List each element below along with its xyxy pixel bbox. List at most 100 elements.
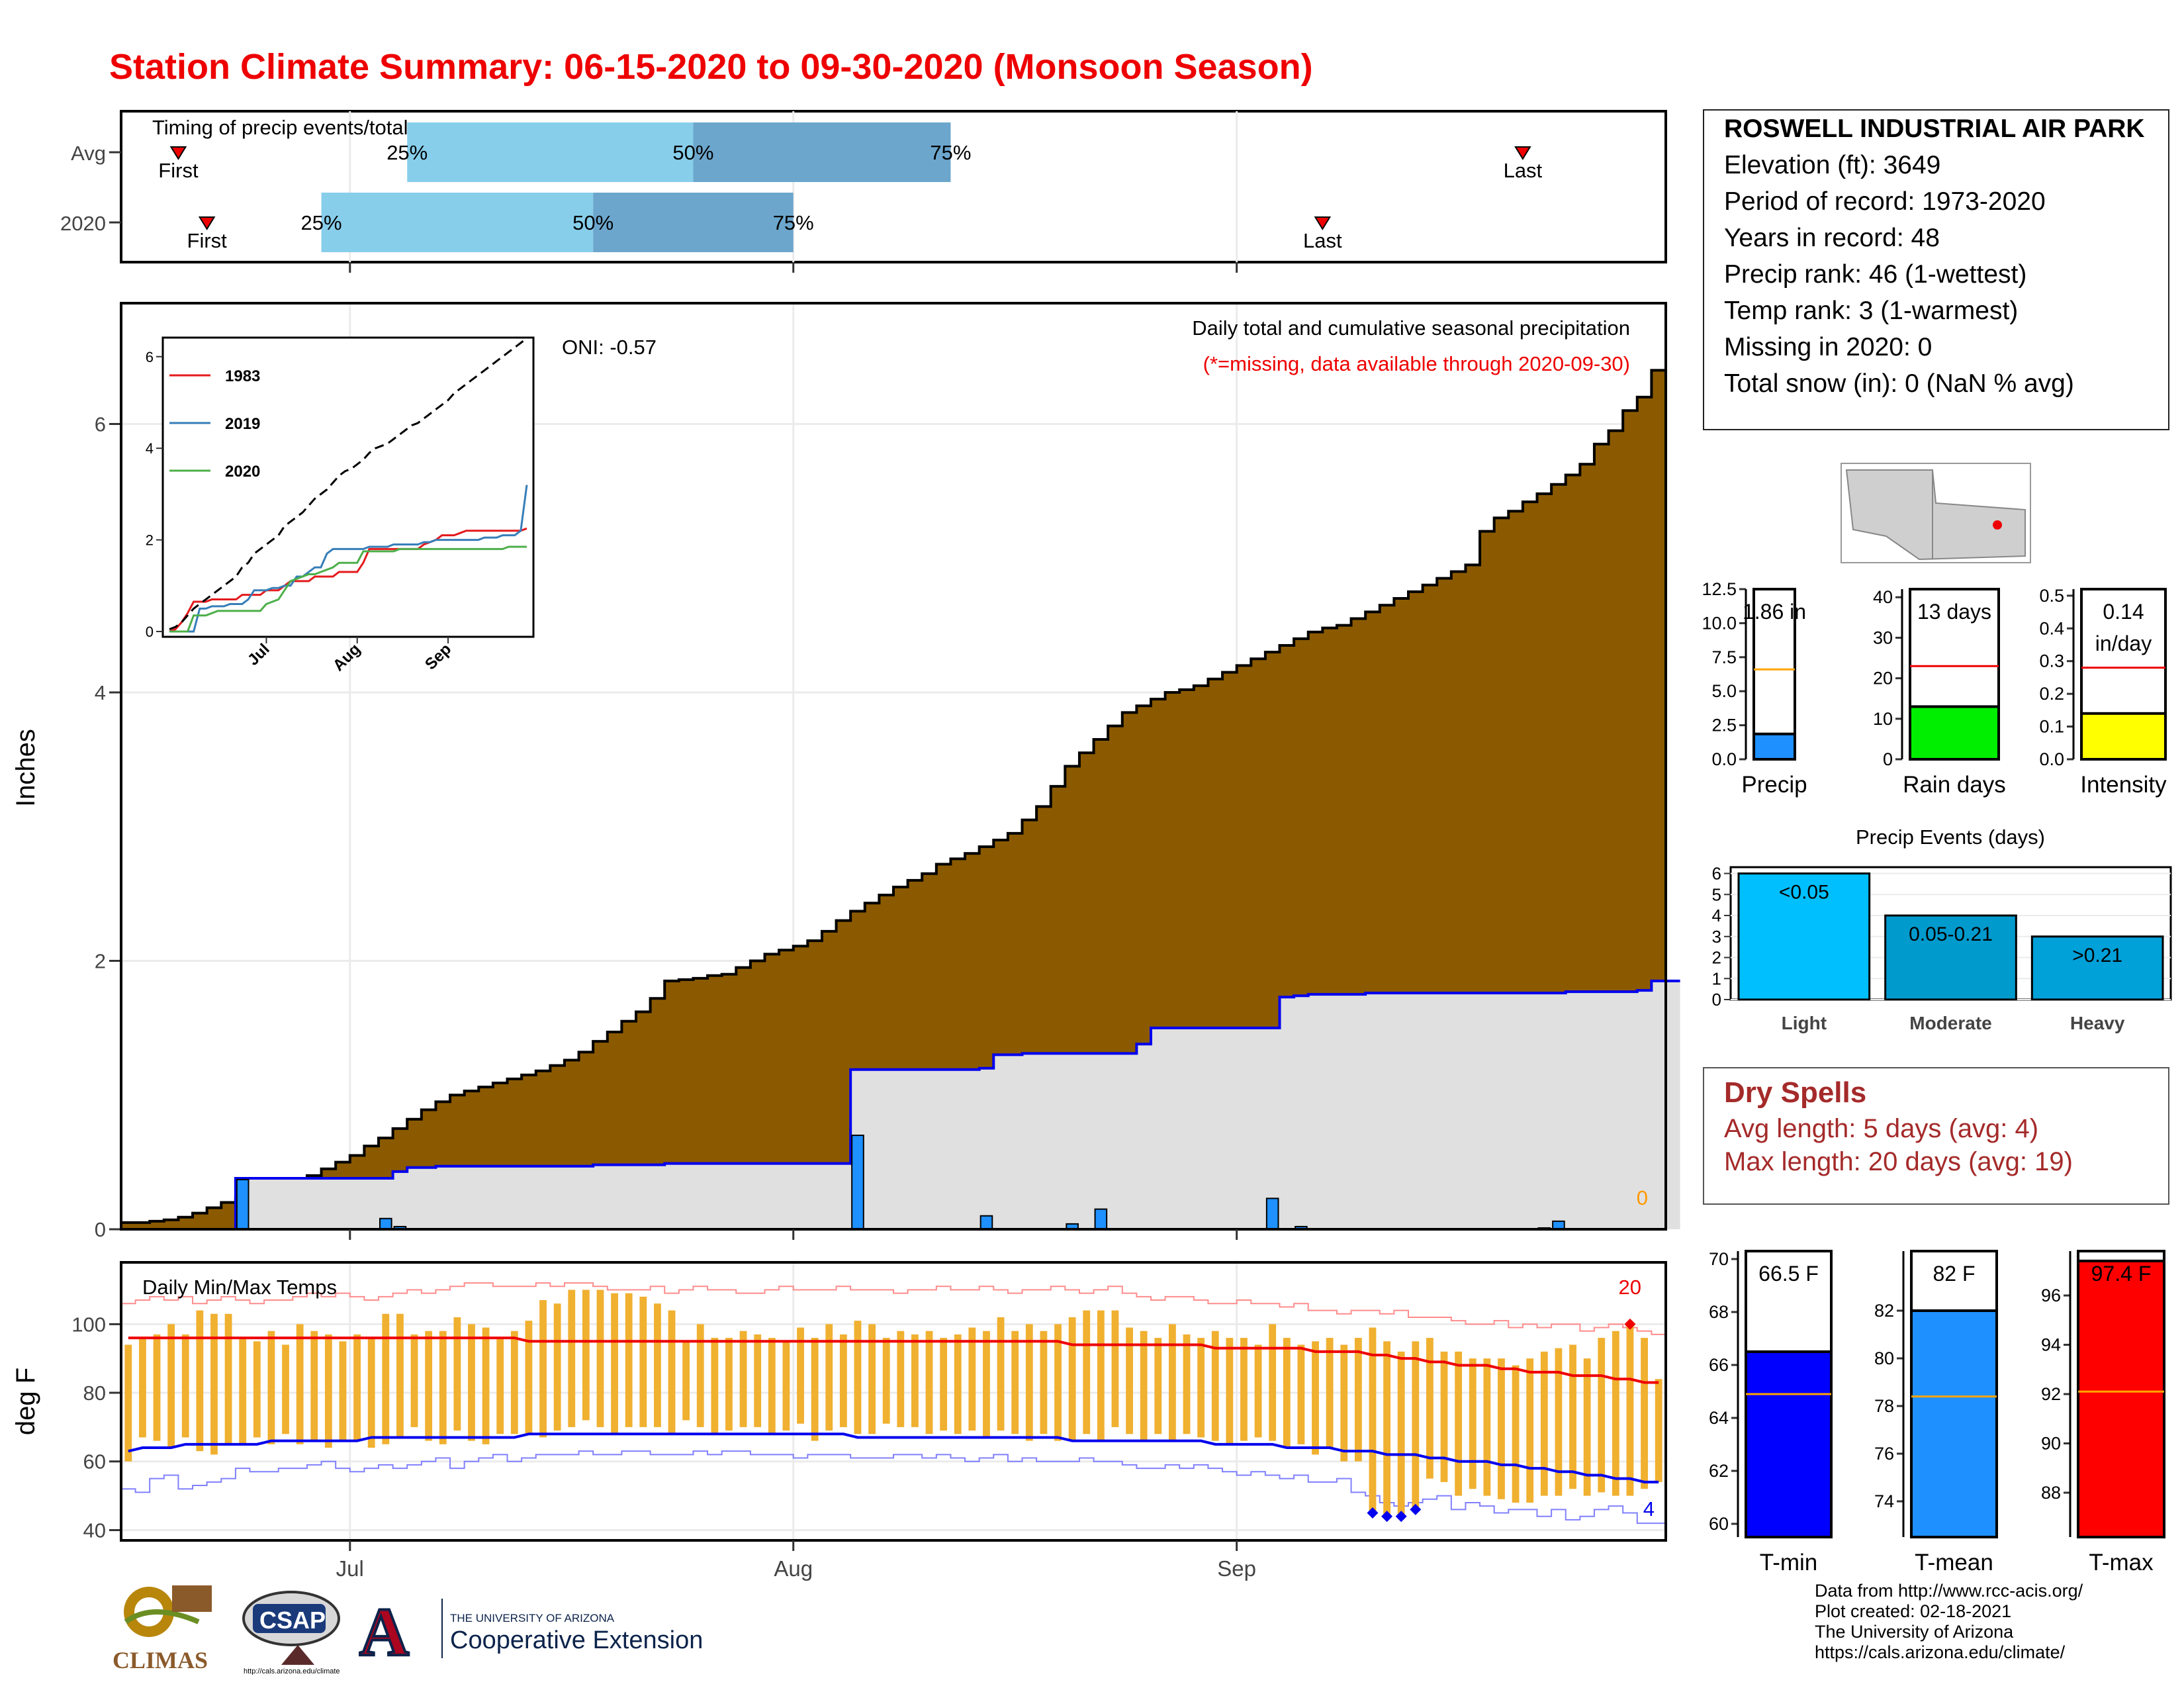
daily-temp-range-bar — [1555, 1348, 1563, 1496]
record-min-temp-line — [121, 1450, 1666, 1524]
avg-min-temp-line — [128, 1432, 1659, 1483]
record-low-count: 4 — [1643, 1497, 1655, 1521]
rain-days-value-label: 13 days — [1917, 600, 1991, 624]
precip-total-y-tick-label: 10.0 — [1702, 613, 1737, 633]
station-temp-rank: Temp rank: 3 (1-warmest) — [1724, 297, 2019, 325]
temp-summary-t-mean-y-tick-label: 76 — [1874, 1444, 1894, 1464]
precip-y-tick-label: 0 — [95, 1218, 106, 1241]
daily-temp-range-bar — [1412, 1341, 1420, 1510]
daily-temp-range-bar — [1655, 1379, 1662, 1482]
climas-logo: CLIMAS — [113, 1585, 212, 1673]
daily-temp-range-bar — [954, 1334, 962, 1434]
daily-temp-range-bar — [1455, 1351, 1463, 1496]
timing-pct-label: 50% — [572, 211, 614, 234]
daily-temp-range-bar — [425, 1331, 433, 1441]
credit-url: https://cals.arizona.edu/climate/ — [1815, 1642, 2066, 1662]
inset-series-line-2020 — [169, 545, 527, 633]
precip-events-bar — [1884, 914, 2017, 1001]
inset-y-tick-label: 6 — [146, 349, 154, 365]
daily-temp-range-bar — [768, 1338, 776, 1434]
daily-temp-range-bar — [1083, 1310, 1091, 1434]
daily-temp-range-bar — [224, 1313, 232, 1444]
precip-missing-note: (*=missing, data available through 2020-… — [1203, 352, 1630, 375]
daily-temp-range-bar — [239, 1338, 247, 1444]
intensity-value-bar — [2080, 712, 2167, 761]
daily-temp-range-bar — [324, 1334, 332, 1448]
inset-y-tick-label: 0 — [146, 624, 154, 640]
record-low-marker — [1410, 1503, 1422, 1515]
rain-days-y-tick-label: 20 — [1873, 669, 1893, 688]
daily-temp-range-bar — [797, 1327, 804, 1424]
x-axis-month-label: Sep — [1217, 1556, 1256, 1581]
daily-temp-range-bar — [696, 1324, 704, 1427]
daily-temp-range-bar — [1498, 1358, 1505, 1499]
timing-bar-50-75 — [593, 193, 794, 252]
daily-temp-range-bar — [1111, 1310, 1119, 1427]
timing-last-marker — [1514, 146, 1531, 160]
daily-temp-range-bar — [496, 1338, 504, 1434]
daily-temp-range-bar — [410, 1334, 418, 1427]
daily-temp-range-bar — [1469, 1358, 1477, 1489]
csap-logo-text: CSAP — [259, 1607, 326, 1634]
rain-days-y-tick-label: 30 — [1873, 628, 1893, 647]
precip-total-value-label: 1.86 in — [1743, 600, 1806, 624]
precip-events-category-label: Moderate — [1909, 1013, 1991, 1033]
record-low-marker — [1381, 1511, 1393, 1523]
intensity-y-tick-label: 0.0 — [2039, 749, 2064, 769]
credit-data-source: Data from http://www.rcc-acis.org/ — [1815, 1581, 2083, 1601]
timing-first-marker — [169, 146, 187, 160]
daily-temp-range-bar — [510, 1331, 518, 1434]
daily-temp-range-bar — [1641, 1338, 1648, 1489]
timing-pct-label: 25% — [387, 141, 428, 164]
observed-cumulative-precip-line — [121, 979, 1680, 1231]
precip-total-frame — [1752, 588, 1796, 761]
credits: Data from http://www.rcc-acis.org/ Plot … — [1815, 1581, 2083, 1663]
daily-temp-range-bar — [596, 1289, 604, 1427]
daily-temp-range-bar — [1383, 1341, 1390, 1517]
ua-block-a: A — [359, 1594, 409, 1670]
daily-temp-range-bar — [553, 1303, 561, 1431]
daily-temp-range-bar — [897, 1331, 905, 1427]
precip-events-category-label: Light — [1782, 1013, 1827, 1033]
daily-temp-range-bar — [310, 1331, 318, 1441]
daily-temp-range-bar — [1440, 1351, 1448, 1482]
daily-temp-range-bar — [1154, 1338, 1162, 1434]
daily-precip-bar — [379, 1217, 392, 1230]
daily-temp-range-bar — [468, 1324, 475, 1441]
precip-y-tick-label: 4 — [95, 681, 106, 704]
timing-bar-25-50 — [407, 122, 694, 182]
temp-summary-t-max-y-tick-label: 90 — [2041, 1433, 2061, 1453]
daily-temp-range-bar — [1197, 1338, 1205, 1438]
temp-summary-t-min-y-tick-label: 64 — [1709, 1408, 1729, 1428]
temp-y-tick-label: 60 — [83, 1450, 106, 1474]
temp-summary-t-min-y-tick-label: 60 — [1709, 1514, 1729, 1534]
daily-temp-range-bar — [139, 1338, 146, 1438]
daily-temp-range-bar — [1054, 1324, 1062, 1441]
precip-events-y-tick-label: 5 — [1712, 884, 1721, 904]
station-location-dot — [1993, 520, 2002, 530]
daily-temp-range-bar — [1068, 1317, 1076, 1441]
temp-summary-t-min-category-label: T-min — [1760, 1550, 1818, 1575]
inset-legend-label: 1983 — [225, 367, 260, 385]
temp-y-label: deg F — [11, 1368, 40, 1435]
oni-label: ONI: -0.57 — [562, 336, 657, 359]
daily-temp-range-bar — [1126, 1327, 1133, 1434]
timing-pct-label: 75% — [930, 141, 971, 164]
timing-last-label: Last — [1504, 159, 1543, 182]
daily-temp-range-bar — [1526, 1358, 1534, 1503]
daily-temp-range-bar — [1354, 1338, 1362, 1462]
inset-series-line-1983 — [169, 527, 527, 633]
daily-temp-range-bar — [1397, 1351, 1405, 1517]
precip-y-label: Inches — [11, 729, 40, 807]
temp-summary-t-mean-y-tick-label: 78 — [1874, 1396, 1894, 1416]
station-precip-rank: Precip rank: 46 (1-wettest) — [1724, 260, 2027, 289]
timing-last-label: Last — [1303, 229, 1342, 252]
temp-summary-t-max-category-label: T-max — [2089, 1550, 2154, 1575]
inset-legend-label: 2019 — [225, 415, 260, 433]
precip-y-tick-label: 6 — [95, 412, 106, 436]
daily-temp-range-bar — [1211, 1331, 1219, 1441]
daily-temp-range-bar — [539, 1300, 547, 1438]
temp-panel-frame — [120, 1261, 1667, 1542]
temp-summary-t-mean-y-tick-label: 82 — [1874, 1301, 1894, 1321]
